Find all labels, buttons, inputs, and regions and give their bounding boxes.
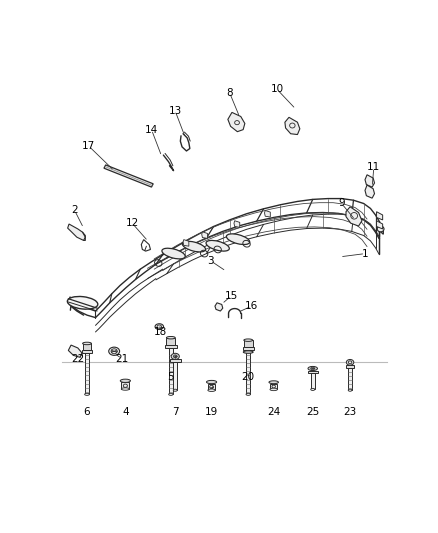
Bar (83, 343, 92, 350)
Text: 5: 5 (167, 372, 174, 382)
Polygon shape (365, 185, 374, 198)
Ellipse shape (109, 347, 120, 356)
Text: 8: 8 (226, 88, 233, 98)
Ellipse shape (67, 296, 98, 309)
Ellipse shape (270, 388, 277, 391)
Text: 18: 18 (153, 327, 166, 336)
Text: 16: 16 (245, 301, 258, 311)
Bar (169, 349, 173, 394)
Text: 17: 17 (82, 141, 95, 151)
Ellipse shape (182, 241, 205, 252)
Bar (173, 362, 177, 390)
Text: 6: 6 (84, 407, 90, 417)
Polygon shape (265, 211, 270, 217)
Bar (121, 383, 129, 389)
Polygon shape (183, 240, 189, 246)
Ellipse shape (85, 393, 89, 395)
Bar (270, 384, 277, 390)
Ellipse shape (171, 353, 179, 359)
Ellipse shape (269, 381, 279, 384)
Text: 11: 11 (367, 163, 381, 172)
Ellipse shape (226, 234, 250, 245)
Ellipse shape (311, 367, 315, 370)
Ellipse shape (206, 381, 217, 384)
Polygon shape (67, 224, 85, 240)
Bar (244, 340, 253, 347)
Bar (81, 350, 92, 353)
Bar (208, 384, 215, 390)
Polygon shape (377, 221, 383, 229)
Text: 4: 4 (122, 407, 129, 417)
Bar (165, 345, 177, 349)
Ellipse shape (155, 324, 163, 329)
Polygon shape (68, 345, 82, 358)
Ellipse shape (244, 339, 253, 342)
Polygon shape (202, 232, 208, 238)
Ellipse shape (206, 240, 230, 251)
Text: 12: 12 (126, 218, 139, 228)
Ellipse shape (348, 361, 352, 364)
Text: 9: 9 (338, 198, 345, 208)
Text: 22: 22 (71, 353, 85, 364)
Ellipse shape (208, 389, 215, 391)
Bar (346, 365, 354, 368)
Ellipse shape (377, 226, 384, 232)
Text: 7: 7 (172, 407, 179, 417)
Text: 3: 3 (208, 256, 214, 266)
Ellipse shape (173, 389, 177, 391)
Text: 19: 19 (205, 407, 218, 417)
Polygon shape (365, 175, 374, 187)
Text: 23: 23 (343, 407, 357, 417)
Polygon shape (228, 112, 245, 132)
Text: 21: 21 (115, 353, 129, 364)
Polygon shape (377, 212, 383, 220)
Text: 25: 25 (306, 407, 319, 417)
Ellipse shape (169, 393, 173, 395)
Ellipse shape (244, 351, 253, 353)
Text: 14: 14 (145, 125, 158, 135)
Polygon shape (215, 303, 223, 311)
Bar (348, 368, 352, 390)
Ellipse shape (311, 389, 315, 391)
Ellipse shape (210, 385, 213, 389)
Polygon shape (346, 207, 362, 226)
Polygon shape (234, 221, 240, 227)
Text: 13: 13 (169, 106, 182, 116)
Ellipse shape (83, 342, 92, 345)
Bar (311, 373, 315, 390)
Ellipse shape (120, 379, 131, 383)
Bar (166, 338, 175, 345)
Polygon shape (285, 117, 300, 134)
Bar (243, 347, 254, 350)
Ellipse shape (173, 355, 177, 358)
Text: 20: 20 (242, 372, 255, 382)
Bar (85, 353, 89, 394)
Text: 2: 2 (71, 205, 78, 215)
Ellipse shape (246, 393, 251, 395)
Bar (307, 370, 318, 373)
Bar (170, 359, 181, 362)
Bar (246, 350, 251, 394)
Polygon shape (104, 165, 153, 187)
Ellipse shape (308, 366, 318, 370)
Text: 15: 15 (225, 291, 238, 301)
Ellipse shape (124, 384, 127, 387)
Polygon shape (378, 223, 383, 235)
Ellipse shape (272, 385, 276, 388)
Text: 1: 1 (362, 248, 369, 259)
Ellipse shape (346, 359, 354, 365)
Text: 10: 10 (271, 84, 284, 94)
Ellipse shape (348, 389, 352, 391)
Ellipse shape (166, 336, 175, 339)
Ellipse shape (121, 388, 130, 390)
Text: 24: 24 (267, 407, 280, 417)
Ellipse shape (162, 248, 185, 259)
